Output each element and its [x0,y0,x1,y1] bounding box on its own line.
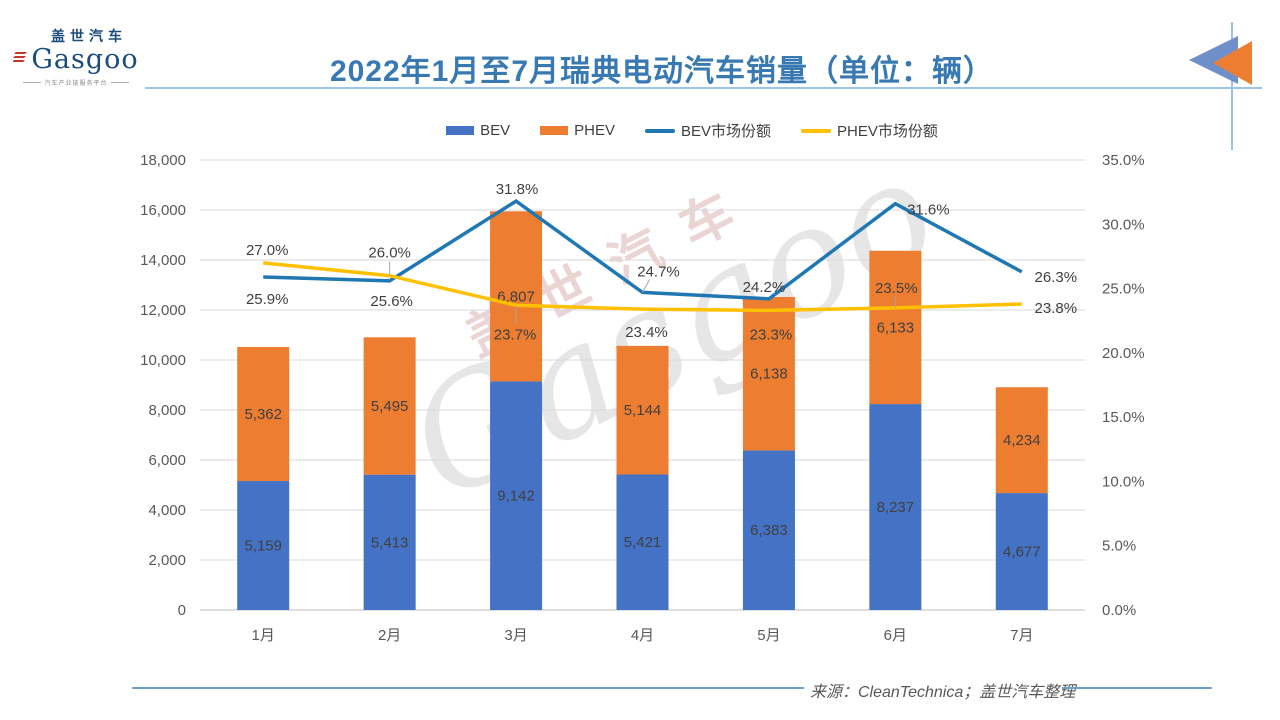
left-axis-tick-label: 6,000 [148,452,186,469]
share-label: 23.8% [1035,300,1078,317]
share-label: 23.5% [875,280,918,297]
right-axis-tick-label: 10.0% [1102,473,1145,490]
right-axis-tick-label: 20.0% [1102,345,1145,362]
bar-label-phev: 5,495 [371,398,409,415]
gasgoo-logo: 盖世汽车 Gasgoo 汽车产业链服务平台 [12,26,139,87]
bar-label-bev: 5,159 [244,538,282,555]
share-label: 23.4% [625,324,668,341]
legend-label-phev-share: PHEV市场份额 [837,123,938,140]
left-axis-tick-label: 8,000 [148,402,186,419]
bar-segment-phev [490,211,543,382]
x-axis-label: 2月 [378,627,401,644]
left-axis-tick-label: 0 [178,602,186,619]
bar-label-phev: 5,362 [244,406,282,423]
bev-share-line-icon [645,128,675,133]
share-label: 26.0% [368,245,411,262]
bar-label-bev: 4,677 [1003,544,1041,561]
x-axis-label: 4月 [631,627,654,644]
right-axis-tick-label: 25.0% [1102,281,1145,298]
right-axis-tick-label: 0.0% [1102,602,1136,619]
legend-label-bev: BEV [480,122,511,139]
left-axis-tick-label: 2,000 [148,552,186,569]
x-axis-label: 3月 [504,627,527,644]
right-axis-tick-label: 15.0% [1102,409,1145,426]
bar-segment-phev [869,250,922,405]
tagline-rule-right [110,82,129,83]
bar-segment-bev [869,404,922,610]
bar-label-bev: 5,413 [371,534,409,551]
leader-line [642,279,651,293]
right-axis-tick-label: 35.0% [1102,152,1145,169]
phev-share-line-icon [801,128,832,133]
left-axis-tick-label: 18,000 [140,152,186,169]
right-axis-tick-label: 30.0% [1102,216,1145,233]
x-axis-label: 6月 [884,627,907,644]
x-axis-label: 1月 [252,627,275,644]
tagline-rule-left [23,82,42,83]
share-label: 24.7% [637,263,680,280]
share-label: 27.0% [246,242,289,259]
legend-label-phev: PHEV [574,122,615,139]
bar-segment-bev [490,381,543,610]
bar-label-phev: 6,133 [877,319,915,336]
bar-label-phev: 6,138 [750,366,788,383]
share-label: 26.3% [1035,269,1078,286]
legend-item-bev-share: BEV市场份额 [645,120,771,141]
right-axis-tick-label: 5.0% [1102,538,1136,555]
bar-segment-bev [995,493,1048,610]
share-label: 23.3% [750,326,793,343]
share-label: 25.6% [370,293,413,310]
bar-segment-bev [742,450,795,610]
bar-segment-phev [616,345,669,475]
bar-label-bev: 6,383 [750,522,788,539]
share-label: 31.8% [496,181,539,198]
logo-tagline-row: 汽车产业链服务平台 [16,78,136,87]
legend-item-phev-share: PHEV市场份额 [801,120,938,141]
share-label: 24.2% [743,279,786,296]
legend-label-bev-share: BEV市场份额 [681,123,772,140]
title-underline [145,87,1262,89]
footer-rule-right [1062,687,1212,689]
share-label: 23.7% [494,326,537,343]
bar-label-bev: 9,142 [497,488,535,505]
logo-brand-en: Gasgoo [31,44,139,75]
bar-segment-phev [363,337,416,475]
footer-rule-left [132,687,804,689]
legend-item-bev: BEV [446,122,510,139]
logo-brand-cn: 盖世汽车 [51,28,127,44]
bar-label-bev: 8,237 [877,499,915,516]
bar-label-phev: 6,807 [497,288,535,305]
legend-item-phev: PHEV [540,122,615,139]
chart-legend: BEV PHEV BEV市场份额 PHEV市场份额 [52,120,1280,141]
logo-brand-row: Gasgoo [12,44,139,75]
bev-swatch-icon [446,126,475,135]
corner-triangles-icon [1180,18,1275,163]
left-axis-tick-label: 14,000 [140,252,186,269]
bar-label-bev: 5,421 [624,534,662,551]
left-axis-tick-label: 16,000 [140,202,186,219]
bar-segment-bev [363,474,416,610]
x-axis-label: 5月 [757,627,780,644]
chart-title: 2022年1月至7月瑞典电动汽车销量（单位：辆） [329,55,995,88]
bar-label-phev: 5,144 [624,402,662,419]
bar-segment-phev [742,296,795,451]
bar-segment-phev [995,387,1048,494]
logo-tagline: 汽车产业链服务平台 [44,81,108,87]
logo-stripes-icon [12,48,29,71]
left-axis-tick-label: 10,000 [140,352,186,369]
source-note: 来源：CleanTechnica；盖世汽车整理 [810,684,1076,701]
phev-swatch-icon [540,126,569,135]
left-axis-tick-label: 12,000 [140,302,186,319]
share-label: 31.6% [907,202,950,219]
share-label: 25.9% [246,291,289,308]
bar-label-phev: 4,234 [1003,432,1041,449]
bar-segment-bev [616,474,669,610]
bar-segment-bev [237,481,290,610]
x-axis-label: 7月 [1010,627,1033,644]
bar-segment-phev [237,346,290,482]
left-axis-tick-label: 4,000 [148,502,186,519]
